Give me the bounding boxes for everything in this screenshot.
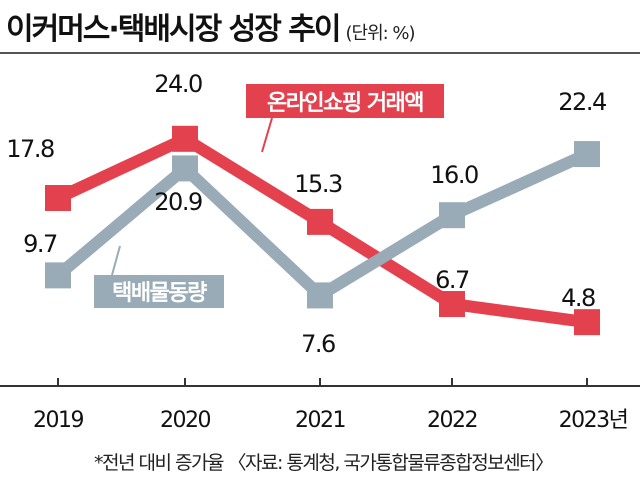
x-tick-label: 2020	[160, 408, 210, 433]
x-tick-label: 2023년	[559, 408, 628, 433]
title-row: 이커머스·택배시장 성장 추이 (단위: %)	[6, 4, 416, 48]
legend-label-parcel: 택배물동량	[112, 281, 207, 306]
legend-pointer-parcel	[111, 245, 121, 276]
x-tick-label: 2022	[427, 408, 477, 433]
x-tick-label: 2021	[295, 408, 345, 433]
data-point-online	[172, 125, 198, 152]
data-label-online: 17.8	[6, 135, 54, 163]
data-label-parcel: 9.7	[23, 230, 57, 258]
legend-pointer-online	[261, 117, 273, 153]
data-point-online	[439, 291, 465, 318]
x-tick-label: 2019	[33, 408, 83, 433]
data-label-online: 6.7	[435, 266, 469, 294]
data-label-parcel: 16.0	[430, 161, 478, 189]
data-point-online	[307, 208, 333, 235]
footnote: *전년 대비 증가율 〈자료: 통계청, 국가통합물류종합정보센터〉	[94, 452, 554, 474]
data-label-online: 4.8	[561, 284, 595, 312]
legend-box-online	[246, 84, 444, 118]
chart-title: 이커머스·택배시장 성장 추이	[6, 12, 341, 47]
legend-label-online: 온라인쇼핑 거래액	[267, 91, 423, 116]
data-point-online	[574, 309, 600, 336]
legend-box-parcel	[94, 275, 224, 308]
data-point-parcel	[45, 262, 71, 289]
data-point-parcel	[574, 141, 600, 168]
data-label-online: 15.3	[294, 170, 342, 198]
data-point-parcel	[172, 155, 198, 182]
data-point-parcel	[307, 282, 333, 309]
data-label-parcel: 20.9	[154, 188, 202, 216]
data-point-parcel	[439, 202, 465, 229]
data-label-parcel: 7.6	[301, 330, 335, 358]
data-label-online: 24.0	[154, 70, 202, 98]
data-point-online	[45, 185, 71, 212]
unit-label: (단위: %)	[345, 23, 416, 44]
title-divider	[0, 52, 640, 54]
data-label-parcel: 22.4	[558, 88, 606, 116]
